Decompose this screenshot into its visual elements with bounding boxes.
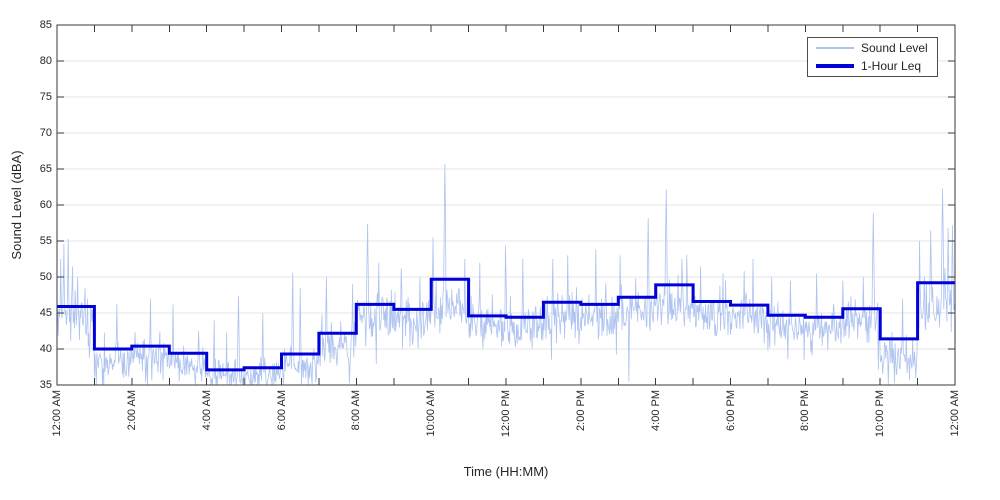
leq-step-line [57, 277, 955, 372]
x-axis-title: Time (HH:MM) [463, 464, 549, 479]
y-tick-label: 75 [39, 91, 52, 103]
x-tick-label: 8:00 PM [799, 390, 812, 431]
y-tick-label: 50 [39, 271, 52, 283]
y-tick-label: 35 [39, 379, 52, 391]
sound-level-series-line [56, 163, 956, 386]
legend: Sound Level 1-Hour Leq [807, 37, 938, 77]
x-tick-label: 6:00 AM [275, 390, 288, 431]
y-tick-label: 65 [39, 163, 52, 175]
x-tick-label: 10:00 PM [874, 390, 887, 438]
x-tick-label: 10:00 AM [425, 390, 438, 437]
y-tick-label: 80 [39, 55, 52, 67]
x-tick-label: 8:00 AM [350, 390, 363, 431]
legend-label-sound-level: Sound Level [861, 40, 928, 55]
y-tick-label: 70 [39, 127, 52, 139]
x-tick-label: 12:00 PM [500, 390, 512, 438]
x-tick-label: 12:00 AM [949, 390, 961, 437]
legend-label-1-hour-leq: 1-Hour Leq [861, 59, 922, 74]
y-tick-label: 45 [39, 307, 52, 319]
x-tick-label: 4:00 AM [200, 390, 213, 431]
x-tick-label: 2:00 AM [125, 390, 138, 431]
y-axis-title: Sound Level (dBA) [9, 150, 24, 260]
x-tick-label: 4:00 PM [649, 390, 662, 431]
x-tick-label: 6:00 PM [724, 390, 737, 431]
leq-line-sample [816, 64, 854, 69]
x-tick-label: 12:00 AM [51, 390, 63, 437]
y-tick-label: 55 [39, 235, 52, 247]
y-tick-label: 40 [39, 343, 52, 355]
legend-item-sound-level: Sound Level [808, 39, 937, 57]
y-tick-label: 60 [39, 199, 52, 211]
x-tick-label: 2:00 PM [574, 390, 587, 431]
y-tick-label: 85 [39, 19, 52, 31]
sound-level-line-sample [816, 46, 854, 49]
legend-item-1-hour-leq: 1-Hour Leq [808, 57, 937, 75]
